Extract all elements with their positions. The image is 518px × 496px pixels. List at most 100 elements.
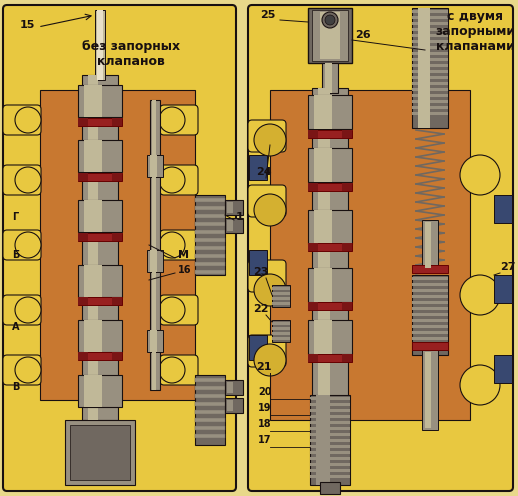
Circle shape: [254, 194, 286, 226]
Bar: [308, 302, 318, 310]
Bar: [412, 343, 448, 346]
Bar: [412, 46, 448, 49]
Text: Г: Г: [12, 212, 18, 222]
Bar: [412, 28, 448, 31]
Bar: [84, 320, 102, 352]
Bar: [314, 320, 332, 354]
Bar: [412, 313, 448, 316]
Bar: [78, 173, 122, 181]
Bar: [272, 332, 290, 335]
Text: 26: 26: [355, 30, 370, 40]
Bar: [272, 322, 290, 325]
Bar: [195, 378, 225, 382]
Circle shape: [159, 357, 185, 383]
Bar: [342, 354, 352, 362]
Bar: [412, 82, 448, 85]
Bar: [97, 10, 103, 80]
Bar: [195, 426, 225, 430]
Circle shape: [254, 274, 286, 306]
Bar: [310, 457, 350, 460]
Circle shape: [460, 275, 500, 315]
Bar: [308, 354, 318, 362]
Bar: [308, 95, 352, 129]
Bar: [84, 140, 102, 172]
Bar: [412, 331, 448, 334]
Bar: [195, 195, 225, 275]
Bar: [78, 297, 122, 305]
Bar: [320, 482, 340, 494]
Bar: [147, 330, 163, 352]
Circle shape: [325, 15, 335, 25]
Bar: [65, 420, 135, 485]
FancyBboxPatch shape: [3, 105, 41, 135]
Bar: [195, 386, 225, 390]
Bar: [82, 75, 118, 420]
Bar: [78, 233, 88, 241]
Bar: [412, 301, 448, 304]
Bar: [195, 418, 225, 422]
FancyBboxPatch shape: [248, 120, 286, 152]
Bar: [412, 76, 448, 79]
Bar: [412, 319, 448, 322]
Bar: [412, 277, 448, 280]
Text: 20: 20: [258, 387, 271, 397]
Bar: [342, 183, 352, 191]
Bar: [312, 88, 348, 398]
Text: 15: 15: [20, 20, 35, 30]
Circle shape: [15, 297, 41, 323]
Bar: [412, 295, 448, 298]
Bar: [78, 297, 88, 305]
Bar: [249, 335, 267, 360]
Bar: [308, 354, 352, 362]
Bar: [308, 183, 352, 191]
Bar: [412, 58, 448, 61]
Bar: [195, 230, 225, 234]
Bar: [270, 90, 470, 420]
Bar: [78, 233, 122, 241]
Bar: [195, 410, 225, 414]
Bar: [310, 409, 350, 412]
Bar: [310, 451, 350, 454]
Circle shape: [460, 365, 500, 405]
Bar: [195, 270, 225, 274]
FancyBboxPatch shape: [248, 335, 286, 367]
Text: 27: 27: [500, 262, 515, 272]
Text: 19: 19: [258, 403, 271, 413]
Bar: [150, 155, 157, 177]
Bar: [412, 52, 448, 55]
Bar: [112, 173, 122, 181]
Bar: [272, 297, 290, 300]
Bar: [494, 355, 512, 383]
Bar: [152, 100, 156, 390]
Bar: [412, 275, 448, 355]
Circle shape: [15, 107, 41, 133]
Bar: [147, 250, 163, 272]
Bar: [78, 320, 122, 352]
Bar: [310, 469, 350, 472]
Bar: [310, 475, 350, 478]
Text: Б: Б: [12, 250, 19, 260]
Bar: [412, 106, 448, 109]
Bar: [150, 330, 157, 352]
Circle shape: [322, 12, 338, 28]
Bar: [249, 250, 267, 275]
Text: 22: 22: [253, 304, 268, 314]
Bar: [112, 118, 122, 126]
FancyBboxPatch shape: [3, 5, 236, 491]
Bar: [272, 327, 290, 330]
Bar: [78, 352, 122, 360]
Bar: [150, 100, 160, 390]
Bar: [78, 118, 122, 126]
FancyBboxPatch shape: [3, 355, 41, 385]
Bar: [195, 198, 225, 202]
Bar: [412, 337, 448, 340]
Bar: [412, 265, 448, 273]
Bar: [78, 352, 88, 360]
FancyBboxPatch shape: [248, 260, 286, 292]
Text: без запорных
клапанов: без запорных клапанов: [82, 40, 180, 68]
Bar: [342, 243, 352, 251]
Bar: [308, 302, 352, 310]
Bar: [272, 337, 290, 340]
FancyBboxPatch shape: [3, 165, 41, 195]
FancyBboxPatch shape: [160, 165, 198, 195]
